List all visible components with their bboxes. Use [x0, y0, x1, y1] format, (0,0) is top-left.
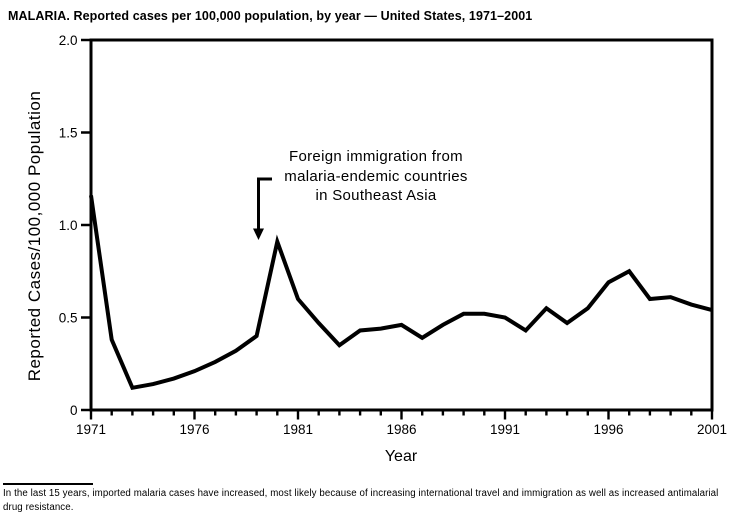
annotation-arrowhead-icon — [253, 228, 264, 240]
x-tick-label: 1986 — [386, 422, 416, 437]
x-tick-label: 1971 — [76, 422, 106, 437]
x-tick-label: 1996 — [593, 422, 623, 437]
malaria-rate-line — [89, 195, 713, 391]
chart-title: MALARIA. Reported cases per 100,000 popu… — [8, 9, 533, 23]
annotation-text: Foreign immigration from malaria-endemic… — [277, 147, 475, 206]
annotation-arrow-shaft — [257, 177, 272, 230]
footnote-line: drug resistance. — [3, 501, 74, 513]
x-tick-label: 1976 — [179, 422, 209, 437]
y-tick-label: 0.5 — [59, 310, 78, 325]
y-tick-label: 0 — [70, 403, 78, 418]
x-tick-label: 2001 — [697, 422, 727, 437]
annotation-line: Foreign immigration from — [289, 148, 463, 165]
x-tick-label: 1991 — [490, 422, 520, 437]
plot-border — [89, 38, 714, 412]
y-tick-label: 1.5 — [59, 125, 78, 140]
x-tick-label: 1981 — [283, 422, 313, 437]
footnote: In the last 15 years, imported malaria c… — [3, 487, 755, 514]
x-axis-title: Year — [384, 448, 418, 465]
annotation-line: in Southeast Asia — [315, 187, 437, 204]
y-tick-label: 1.0 — [59, 218, 78, 233]
footnote-line: In the last 15 years, imported malaria c… — [3, 488, 719, 499]
footnote-rule — [3, 483, 93, 485]
y-tick-label: 2.0 — [59, 33, 78, 48]
y-axis-label: Reported Cases/100,000 Population — [25, 90, 44, 382]
annotation-arrow — [253, 177, 272, 240]
axis-ticks-layer: 0 0.5 1.0 1.5 2.0 1971 1976 1981 1986 1991 1996 200… — [59, 33, 727, 437]
annotation-line: malaria-endemic countries — [284, 167, 468, 185]
